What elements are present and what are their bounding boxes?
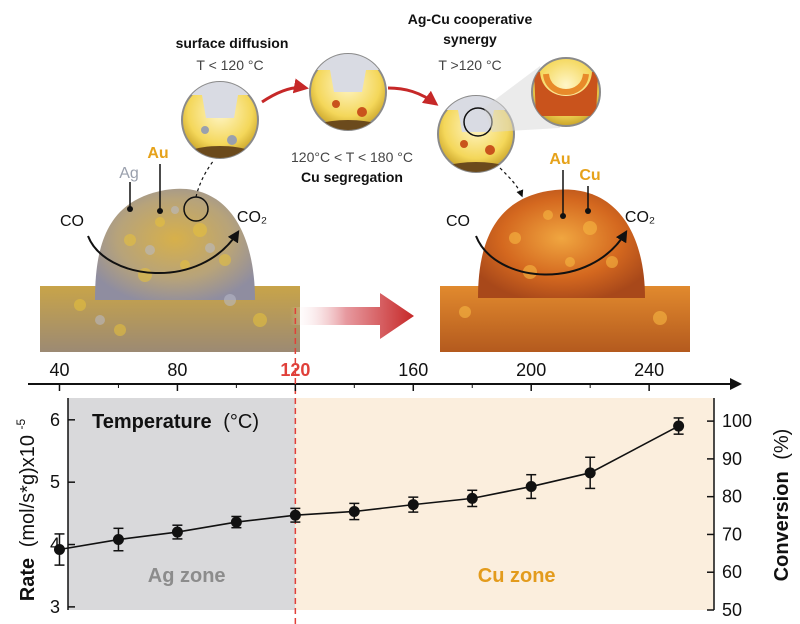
data-point: [407, 499, 419, 511]
x-tick-label: 40: [49, 360, 69, 380]
ag-pointer-dot: [127, 206, 133, 212]
au-pointer-right-dot: [560, 213, 566, 219]
x-tick-label: 80: [167, 360, 187, 380]
temperature-label-bold: Temperature: [92, 411, 212, 433]
data-point: [289, 509, 301, 521]
step3-temp: T >120 °C: [438, 57, 501, 73]
left-co2-label: CO₂: [237, 209, 267, 226]
y-right-tick-label: 70: [722, 524, 742, 544]
data-point: [525, 481, 537, 493]
bubble-magnified: [531, 57, 601, 127]
left-particle-texture: [74, 217, 267, 336]
x-tick-label: 160: [398, 360, 428, 380]
au-pointer-left-dot: [157, 208, 163, 214]
rate-label-exp: -5: [14, 418, 28, 429]
y-right-tick-label: 50: [722, 600, 742, 620]
conversion-label-bold: Conversion: [771, 471, 793, 581]
zone-ag-label: Ag zone: [148, 565, 226, 587]
data-point: [171, 526, 183, 538]
left-zoom-connector: [195, 159, 215, 198]
data-point: [584, 467, 596, 479]
data-point: [348, 505, 360, 517]
left-particle: [40, 188, 300, 352]
left-ag-label: Ag: [119, 165, 139, 182]
y-left-tick-label: 4: [50, 535, 60, 555]
right-co2-label: CO₂: [625, 209, 655, 226]
schematic: surface diffusion T < 120 °C 120°C < T <…: [40, 11, 690, 352]
step3-title-line1: Ag-Cu cooperative: [408, 11, 533, 27]
y-right-tick-label: 90: [722, 449, 742, 469]
step1-temp: T < 120 °C: [196, 57, 263, 73]
top-x-axis-arrowhead: [730, 378, 742, 390]
y-left-tick-label: 3: [50, 597, 60, 617]
left-particle-body: [95, 188, 255, 300]
data-point: [673, 420, 685, 432]
data-point: [112, 534, 124, 546]
data-point: [466, 492, 478, 504]
left-particle-texture-silver: [95, 206, 236, 325]
right-particle-body: [478, 189, 645, 298]
rate-axis-label: Rate (mol/s*g)x10 -5: [14, 418, 39, 601]
left-au-label: Au: [147, 145, 168, 162]
right-particle-texture: [459, 210, 667, 325]
zone-cu-label: Cu zone: [478, 565, 556, 587]
conversion-axis-label: Conversion (%): [771, 429, 793, 582]
rate-label-bold: Rate: [17, 558, 39, 601]
y-ticks-right: 50 60 70 80 90 100: [707, 411, 752, 620]
zone-cu-background: [295, 398, 714, 610]
red-arrow-2: [387, 86, 439, 106]
y-right-tick-label: 100: [722, 411, 752, 431]
x-tick-label: 200: [516, 360, 546, 380]
x-tick-label: 240: [634, 360, 664, 380]
right-au-label: Au: [549, 151, 570, 168]
right-cu-label: Cu: [579, 167, 600, 184]
bubble-surface-diffusion: [181, 81, 259, 159]
cu-pointer-dot: [585, 208, 591, 214]
step2-temp: 120°C < T < 180 °C: [291, 149, 413, 165]
right-reaction-arrow: [475, 229, 628, 276]
y-right-tick-label: 60: [722, 562, 742, 582]
red-arrow-1: [261, 78, 309, 104]
y-left-tick-label: 5: [50, 472, 60, 492]
y-left-tick-label: 6: [50, 410, 60, 430]
rate-label-rest: (mol/s*g)x10: [17, 435, 39, 547]
step1-title: surface diffusion: [176, 35, 289, 51]
synergy-to-particle-arrow: [499, 167, 524, 198]
x-tick-label: 120: [280, 360, 310, 380]
y-right-tick-label: 80: [722, 487, 742, 507]
data-point: [53, 544, 65, 556]
step2-title: Cu segregation: [301, 169, 403, 185]
left-reaction-arrow: [87, 229, 240, 275]
series-points: [53, 417, 685, 566]
x-ticks: 40 80 120 160 200 240: [49, 360, 664, 391]
step3-title-line2: synergy: [443, 31, 497, 47]
zone-ag-background: [68, 398, 296, 610]
chart: Ag zone Cu zone 40 80 120 160 200 240 3 4 5 6 50…: [14, 308, 793, 624]
left-co-label: CO: [60, 213, 84, 230]
right-co-label: CO: [446, 213, 470, 230]
temperature-label: Temperature (°C): [92, 411, 259, 433]
temperature-label-unit: (°C): [223, 411, 259, 433]
data-point: [230, 516, 242, 528]
transition-arrow: [290, 293, 414, 339]
y-ticks-left: 3 4 5 6: [50, 410, 75, 617]
bubble-cu-segregation: [309, 53, 387, 131]
conversion-label-rest: (%): [771, 429, 793, 460]
